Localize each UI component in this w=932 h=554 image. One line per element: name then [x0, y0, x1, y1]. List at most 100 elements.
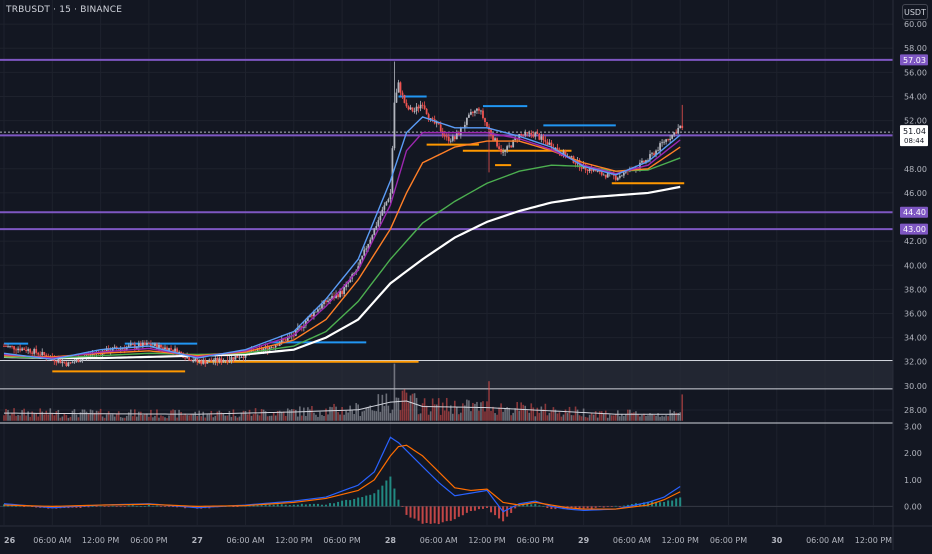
volume-bar — [373, 410, 376, 421]
macd-histogram-bar — [457, 506, 460, 517]
candle-body — [53, 358, 56, 362]
volume-bar — [397, 397, 400, 421]
volume-bar — [663, 416, 665, 421]
volume-bar — [421, 403, 424, 421]
volume-bar — [594, 411, 597, 421]
volume-bar — [647, 415, 649, 421]
volume-bar — [524, 405, 527, 421]
volume-bar — [631, 412, 633, 421]
macd-tick-label: 3.00 — [904, 423, 922, 432]
volume-bar — [506, 407, 508, 421]
volume-bar — [679, 412, 681, 421]
candle-body — [556, 147, 559, 152]
price-tick-label: 38.00 — [904, 285, 927, 294]
volume-bar — [198, 410, 201, 421]
volume-bar — [268, 415, 271, 421]
macd-histogram-bar — [308, 504, 311, 507]
candle-body — [375, 225, 378, 229]
macd-histogram-bar — [151, 505, 154, 507]
volume-bar — [7, 409, 9, 421]
candle-body — [490, 129, 492, 136]
volume-bar — [299, 406, 301, 421]
candle-body — [15, 349, 17, 351]
time-tick-label: 06:00 AM — [806, 536, 844, 545]
candle-body — [447, 136, 450, 142]
candle-body — [598, 171, 601, 172]
candle-body — [373, 228, 376, 236]
volume-bar — [606, 417, 609, 421]
candle-body — [218, 358, 221, 362]
volume-bar — [415, 397, 418, 421]
candle-body — [530, 132, 533, 135]
candle-body — [431, 118, 434, 120]
volume-bar — [327, 414, 329, 421]
candle-body — [453, 136, 456, 140]
candle-body — [622, 172, 625, 176]
volume-bar — [49, 408, 52, 421]
candle-body — [329, 298, 331, 301]
time-tick-label: 30 — [771, 536, 783, 545]
price-tick-label: 42.00 — [904, 237, 927, 246]
volume-bar — [542, 409, 545, 421]
volume-bar — [309, 409, 311, 421]
macd-histogram-bar — [522, 503, 525, 507]
candle-body — [669, 138, 672, 141]
currency-button[interactable]: USDT — [902, 4, 928, 20]
volume-bar — [97, 411, 100, 421]
volume-bar — [53, 415, 56, 421]
volume-bar — [677, 412, 679, 421]
candle-body — [659, 143, 661, 151]
candle-body — [131, 344, 134, 346]
volume-bar — [375, 411, 378, 421]
volume-bar — [353, 414, 355, 421]
macd-tick-label: 0.00 — [904, 502, 922, 511]
candle-body — [234, 356, 237, 360]
macd-histogram-bar — [329, 503, 332, 507]
candle-body — [508, 145, 511, 147]
volume-bar — [196, 415, 198, 421]
volume-bar — [244, 411, 247, 421]
moving-averages — [3, 116, 681, 361]
candle-body — [616, 177, 619, 180]
volume-bar — [407, 402, 410, 421]
candle-body — [337, 294, 339, 298]
candle-body — [325, 300, 327, 302]
volume-bar — [494, 413, 496, 421]
volume-bar — [305, 415, 307, 421]
volume-bar — [79, 412, 82, 421]
macd-histogram-bar — [23, 506, 26, 507]
volume-bar — [649, 413, 651, 421]
candle-body — [377, 220, 380, 226]
volume-bar — [194, 411, 196, 421]
macd-histogram-bar — [675, 498, 678, 507]
volume-bar — [488, 381, 490, 421]
macd-histogram-bar — [622, 505, 625, 507]
candle-body — [405, 102, 408, 107]
volume-bar — [431, 398, 434, 421]
candle-body — [274, 345, 277, 348]
volume-bar — [500, 403, 502, 421]
volume-bar — [293, 409, 295, 421]
candle-body — [91, 354, 94, 356]
volume-bar — [119, 417, 122, 421]
volume-bar — [59, 417, 62, 421]
time-tick-label: 06:00 AM — [227, 536, 265, 545]
volume-bar — [387, 405, 390, 421]
candle-body — [164, 347, 166, 350]
macd-histogram-bar — [320, 504, 323, 507]
macd-histogram-bar — [377, 489, 380, 507]
volume-bar — [371, 410, 374, 421]
volume-bar — [146, 413, 148, 421]
macd-histogram-bar — [252, 505, 255, 507]
volume-bar — [123, 417, 126, 421]
candle-body — [620, 175, 623, 177]
volume-bar — [637, 414, 639, 421]
macd-histogram-bar — [582, 506, 585, 509]
macd-histogram-bar — [164, 506, 166, 507]
volume-bar — [254, 408, 257, 421]
volume-bar — [608, 414, 611, 421]
volume-bar — [274, 415, 277, 421]
